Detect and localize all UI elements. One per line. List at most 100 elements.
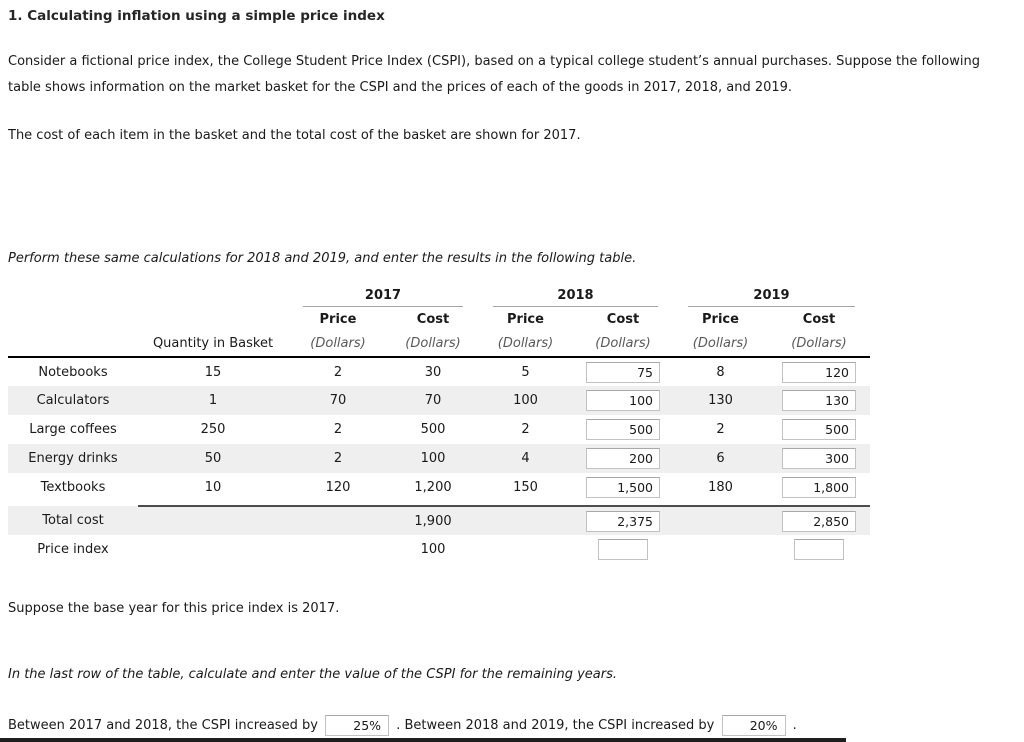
year-header-row: 2017 2018 2019 [8,283,870,307]
year-underline-2019: 2019 [688,288,855,307]
empty-cell [288,535,388,564]
cost-2017-value: 100 [388,444,478,473]
cost-header-2018: Cost [606,311,640,327]
price-2019-value: 180 [708,480,733,495]
table-row-calculators: Calculators 1 70 70 100 130 [8,386,870,415]
dollars-label: (Dollars) [673,331,768,358]
empty-header-cell [8,307,288,331]
price-index-2019-input[interactable] [794,539,844,560]
subtotal-divider-line [138,502,870,507]
quantity-value: 250 [200,422,226,437]
cspi-increase-text-3: . [792,718,797,733]
cspi-increase-2018-2019-input[interactable] [721,715,786,736]
cost-2017-value: 30 [424,364,442,380]
cost-2019-input-textbooks[interactable] [782,477,856,498]
price-2017-value: 2 [333,364,343,380]
cost-2019-input-calculators[interactable] [782,390,856,411]
table-row-notebooks: Notebooks 15 2 30 5 8 [8,357,870,386]
subtotal-divider-row [8,502,870,507]
cost-2019-input-notebooks[interactable] [782,361,856,383]
cost-2017-value: 1,200 [414,480,452,495]
cost-2017-value: 500 [420,422,446,437]
cost-shown-paragraph: The cost of each item in the basket and … [8,128,581,143]
empty-cell [673,535,768,564]
total-cost-2019-input[interactable] [782,510,856,532]
empty-cell [138,506,288,535]
cost-2019-input-large-coffees[interactable] [782,419,856,440]
intro-paragraph: Consider a fictional price index, the Co… [8,49,1018,101]
cost-2018-input-calculators[interactable] [586,390,660,411]
cost-2019-input-energy-drinks[interactable] [782,448,856,469]
last-row-instruction: In the last row of the table, calculate … [8,667,618,682]
year-underline-2018: 2018 [493,288,658,307]
empty-header-cell [8,331,138,358]
intro-line-1: Consider a fictional price index, the Co… [8,54,980,69]
cost-2017-value: 70 [388,386,478,415]
price-index-2017-value: 100 [420,542,446,557]
intro-line-2: table shows information on the market ba… [8,80,793,95]
price-2018-value: 5 [521,364,530,380]
price-2019-value: 2 [716,422,725,437]
cspi-increase-text-1: Between 2017 and 2018, the CSPI increase… [8,718,318,733]
row-label: Textbooks [40,480,106,495]
price-2019-value: 130 [673,386,768,415]
empty-cell [288,506,388,535]
cost-2018-input-energy-drinks[interactable] [586,448,660,469]
table-row-large-coffees: Large coffees 250 2 500 2 2 [8,415,870,444]
price-2018-value: 100 [478,386,573,415]
cost-header-2019: Cost [802,311,836,327]
dollars-label: (Dollars) [288,331,388,358]
table-row-textbooks: Textbooks 10 120 1,200 150 180 [8,473,870,502]
dollars-header-row: Quantity in Basket (Dollars) (Dollars) (… [8,331,870,358]
price-2019-value: 6 [673,444,768,473]
price-2017-value: 2 [333,422,343,437]
row-label: Notebooks [38,364,108,380]
cspi-increase-text-2: . Between 2018 and 2019, the CSPI increa… [396,718,715,733]
price-2019-value: 8 [716,364,725,380]
cost-2018-input-large-coffees[interactable] [586,419,660,440]
total-cost-2017-value: 1,900 [388,506,478,535]
base-year-statement: Suppose the base year for this price ind… [8,601,340,616]
year-underline-2017: 2017 [303,288,463,307]
year-header-2018: 2018 [478,283,673,307]
year-label-2018: 2018 [557,288,594,303]
price-2018-value: 4 [478,444,573,473]
cost-2018-input-notebooks[interactable] [586,361,660,383]
empty-cell [138,535,288,564]
quantity-value: 15 [204,364,222,380]
price-header-2019: Price [702,311,739,327]
quantity-value: 1 [138,386,288,415]
price-2018-value: 150 [513,480,538,495]
price-index-2018-input[interactable] [598,539,648,560]
cost-2018-input-textbooks[interactable] [586,477,660,498]
cspi-increase-2017-2018-input[interactable] [325,715,390,736]
row-label: Large coffees [29,422,117,437]
table-row-total-cost: Total cost 1,900 [8,506,870,535]
price-2017-value: 120 [325,480,351,495]
year-header-2019: 2019 [673,283,870,307]
cost-header-2017: Cost [416,311,450,327]
price-2018-value: 2 [521,422,530,437]
perform-instruction: Perform these same calculations for 2018… [8,251,637,266]
price-2017-value: 2 [288,444,388,473]
dollars-label: (Dollars) [478,331,573,358]
cspi-increase-sentence: Between 2017 and 2018, the CSPI increase… [8,714,797,738]
empty-header-cell [8,283,288,307]
quantity-value: 50 [138,444,288,473]
year-header-2017: 2017 [288,283,478,307]
bottom-divider [0,738,846,742]
quantity-header: Quantity in Basket [138,331,288,358]
year-label-2017: 2017 [364,288,402,303]
table-row-price-index: Price index 100 [8,535,870,564]
dollars-label: (Dollars) [388,331,478,358]
price-header-2018: Price [507,311,544,327]
total-cost-2018-input[interactable] [586,510,660,532]
question-title: 1. Calculating inflation using a simple … [8,8,385,24]
table-row-energy-drinks: Energy drinks 50 2 100 4 6 [8,444,870,473]
row-label: Calculators [8,386,138,415]
dollars-label: (Dollars) [768,331,870,358]
row-label: Total cost [8,506,138,535]
cspi-table: 2017 2018 2019 Price Cost Pri [8,283,870,564]
empty-cell [673,506,768,535]
